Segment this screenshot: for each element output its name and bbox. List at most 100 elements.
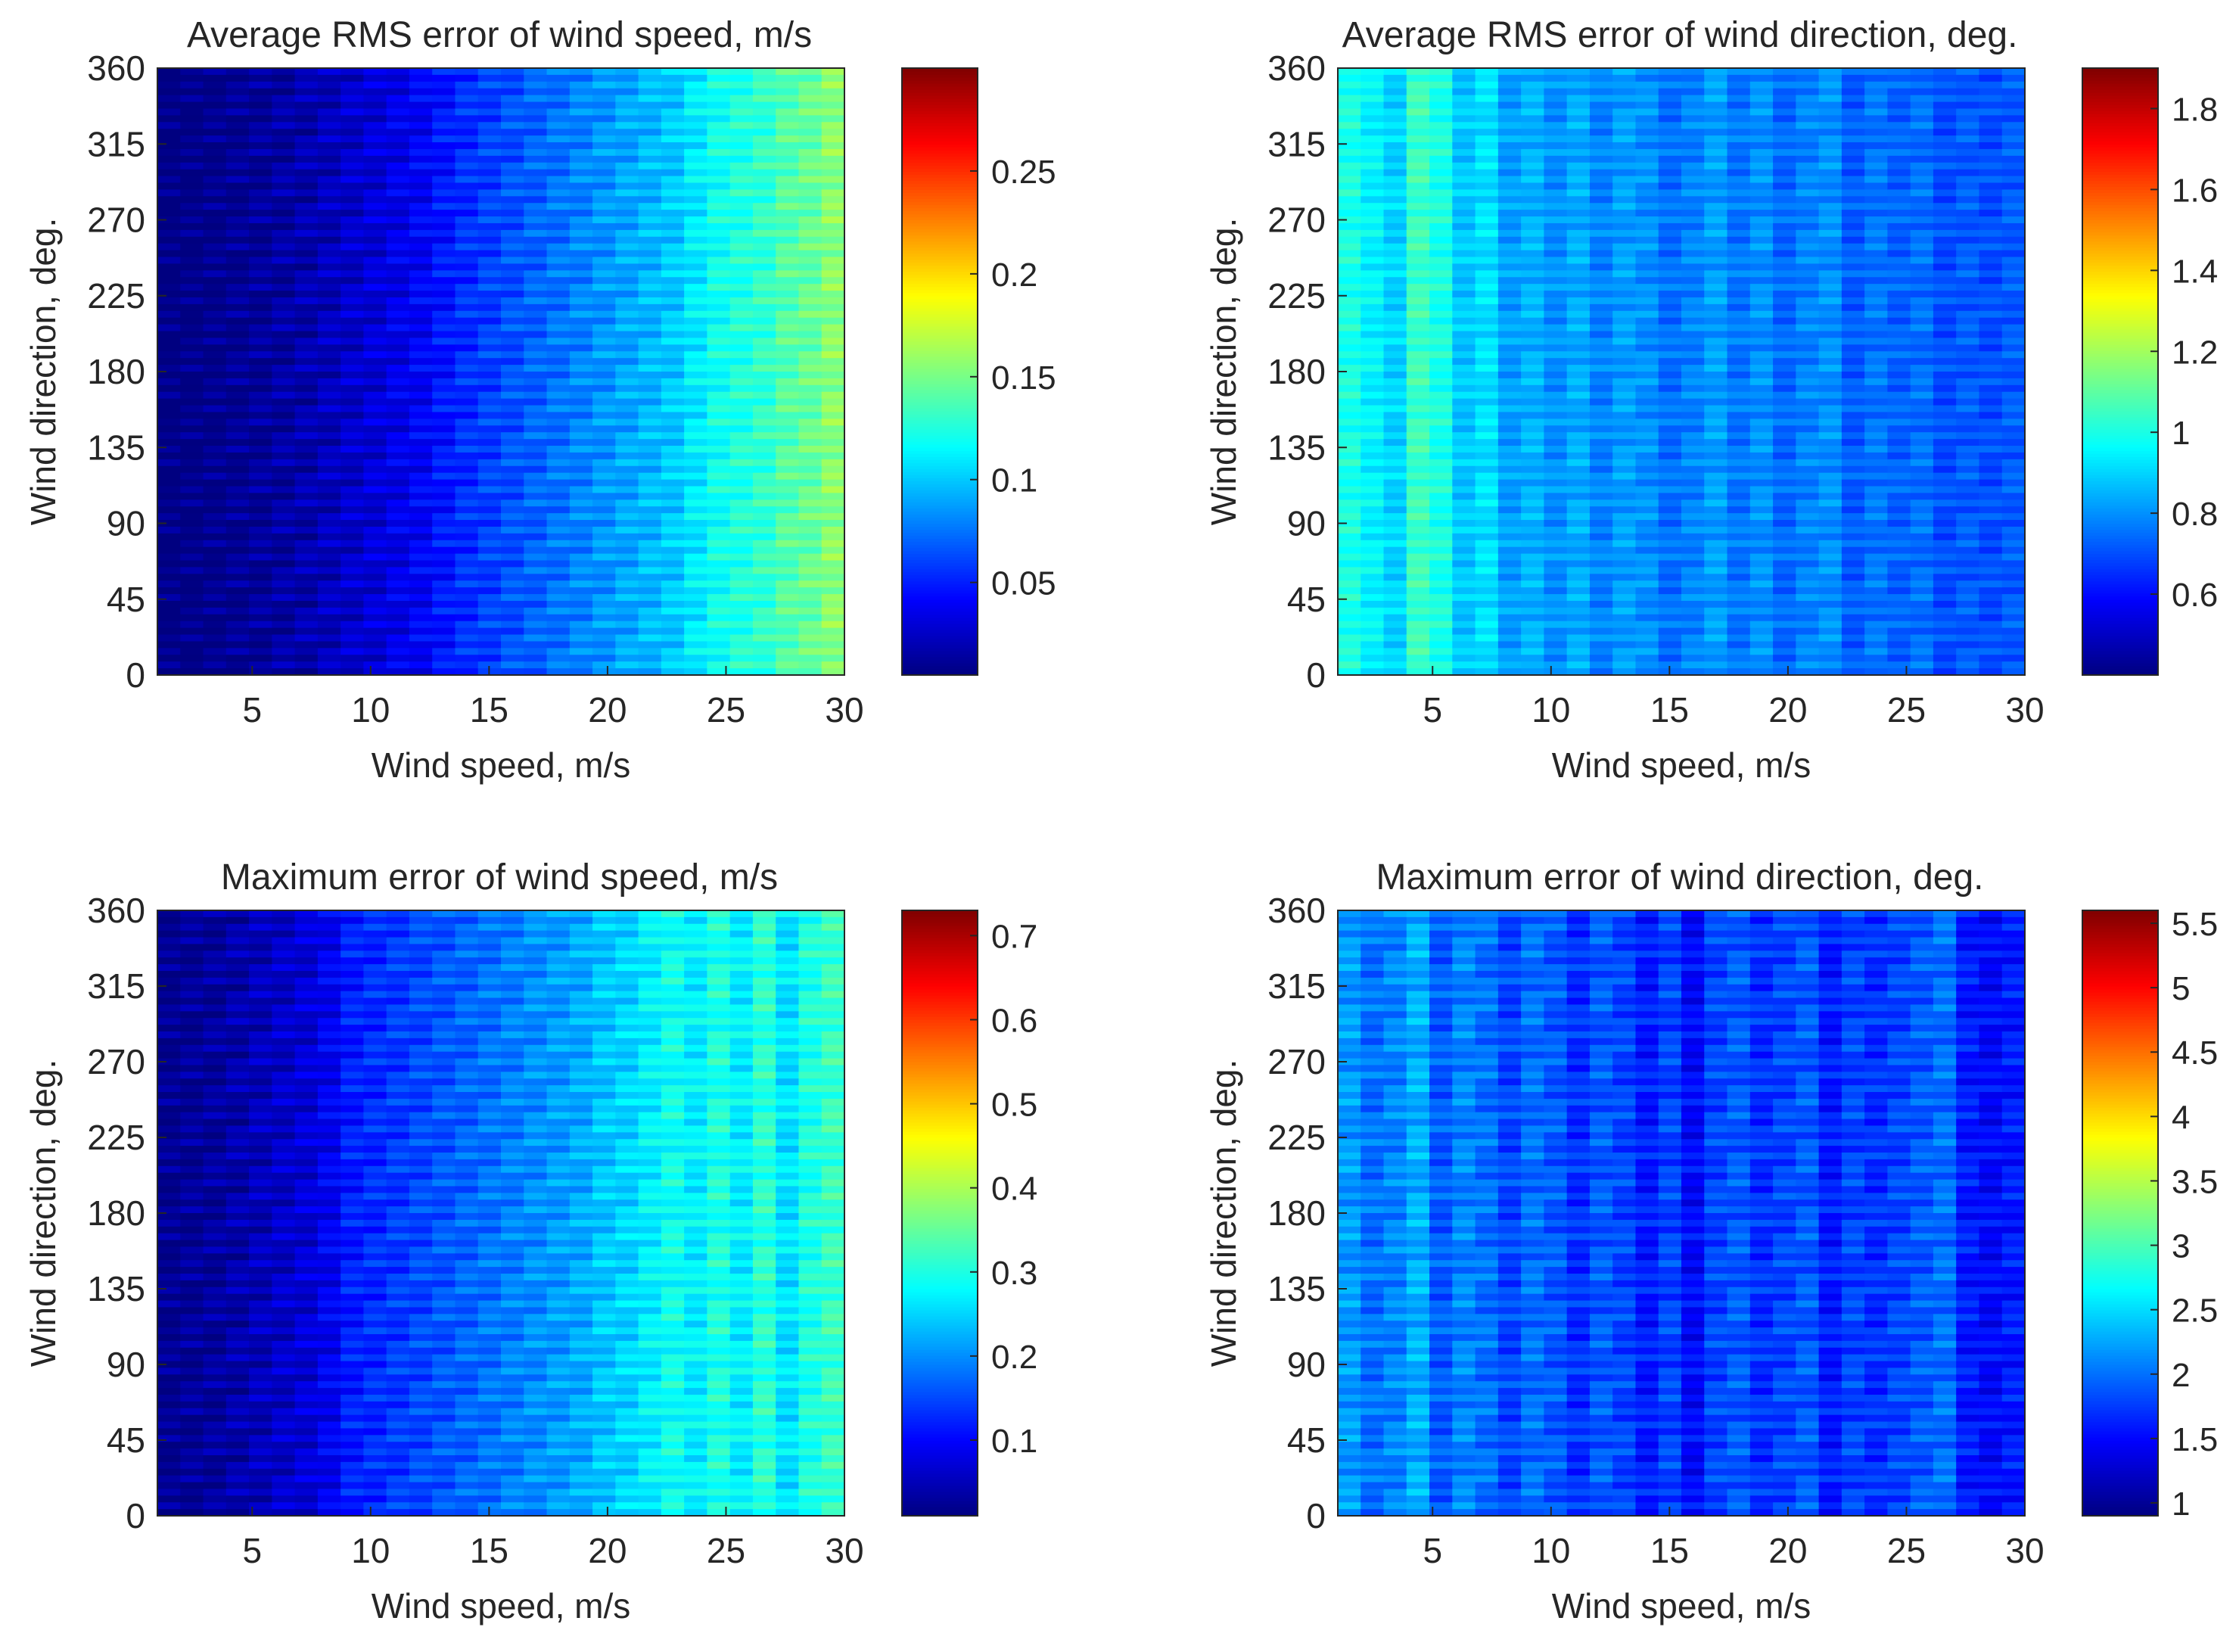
- heatmap-cell: [1566, 634, 1591, 642]
- heatmap-cell: [1475, 122, 1499, 129]
- heatmap-cell: [1818, 148, 1843, 157]
- heatmap-cell: [1773, 236, 1796, 244]
- heatmap-cell: [294, 567, 319, 574]
- heatmap-cell: [272, 310, 296, 319]
- heatmap-cell: [546, 634, 571, 642]
- heatmap-cell: [776, 513, 800, 521]
- heatmap-cell: [821, 317, 845, 325]
- heatmap-cell: [615, 621, 639, 629]
- heatmap-cell: [684, 344, 707, 352]
- heatmap-cell: [203, 499, 227, 507]
- heatmap-cell: [1497, 446, 1522, 453]
- heatmap-cell: [1521, 594, 1544, 602]
- heatmap-cell: [524, 600, 548, 608]
- heatmap-cell: [524, 310, 548, 319]
- heatmap-cell: [1338, 101, 1361, 110]
- heatmap-cell: [501, 101, 524, 110]
- heatmap-cell: [615, 250, 639, 258]
- heatmap-cell: [524, 88, 548, 96]
- heatmap-cell: [752, 155, 776, 163]
- heatmap-cell: [341, 540, 364, 548]
- heatmap-cell: [1727, 540, 1751, 548]
- heatmap-cell: [1497, 412, 1522, 419]
- colorbar-segment: [902, 571, 978, 576]
- heatmap-cell: [1635, 74, 1659, 82]
- heatmap-cell: [341, 641, 364, 649]
- heatmap-cell: [1796, 68, 1820, 76]
- heatmap-cell: [798, 398, 823, 406]
- heatmap-cell: [661, 250, 685, 258]
- heatmap-cell: [455, 405, 479, 413]
- heatmap-cell: [1497, 135, 1522, 143]
- heatmap-cell: [455, 243, 479, 251]
- heatmap-cell: [249, 203, 272, 210]
- heatmap-cell: [798, 129, 823, 136]
- heatmap-cell: [341, 351, 364, 359]
- heatmap-cell: [1544, 270, 1568, 278]
- heatmap-cell: [752, 95, 776, 103]
- heatmap-cell: [524, 101, 548, 110]
- heatmap-cell: [1361, 129, 1385, 136]
- heatmap-cell: [1497, 148, 1522, 157]
- heatmap-cell: [1612, 627, 1637, 636]
- heatmap-cell: [1704, 297, 1728, 305]
- heatmap-cell: [1566, 425, 1591, 433]
- heatmap-cell: [1796, 459, 1820, 467]
- heatmap-cell: [729, 108, 754, 116]
- heatmap-cell: [684, 391, 707, 400]
- heatmap-cell: [1612, 472, 1637, 481]
- heatmap-cell: [707, 351, 731, 359]
- heatmap-cell: [409, 540, 433, 548]
- heatmap-cell: [776, 668, 800, 676]
- heatmap-cell: [203, 101, 227, 110]
- heatmap-cell: [1796, 641, 1820, 649]
- heatmap-cell: [592, 439, 616, 446]
- heatmap-cell: [1727, 574, 1751, 581]
- colorbar-segment: [902, 274, 978, 278]
- heatmap-cell: [157, 594, 181, 602]
- heatmap-cell: [294, 135, 319, 143]
- heatmap-cell: [569, 101, 593, 110]
- heatmap-cell: [524, 142, 548, 150]
- heatmap-cell: [776, 142, 800, 150]
- heatmap-cell: [1589, 291, 1613, 298]
- heatmap-cell: [180, 196, 204, 204]
- heatmap-cell: [317, 621, 341, 629]
- heatmap-cell: [729, 229, 754, 238]
- heatmap-cell: [707, 129, 731, 136]
- heatmap-cell: [501, 499, 524, 507]
- heatmap-cell: [157, 365, 181, 372]
- heatmap-cell: [341, 634, 364, 642]
- heatmap-cell: [203, 378, 227, 386]
- heatmap-cell: [432, 621, 456, 629]
- colorbar-segment: [902, 310, 978, 315]
- heatmap-cell: [1452, 101, 1476, 110]
- heatmap-cell: [294, 661, 319, 669]
- heatmap-cell: [707, 297, 731, 305]
- heatmap-cell: [317, 297, 341, 305]
- heatmap-cell: [157, 641, 181, 649]
- heatmap-cell: [341, 479, 364, 487]
- heatmap-cell: [1452, 661, 1476, 669]
- heatmap-cell: [1658, 600, 1682, 608]
- heatmap-cell: [776, 129, 800, 136]
- heatmap-cell: [1635, 351, 1659, 359]
- heatmap-cell: [546, 513, 571, 521]
- heatmap-cell: [821, 567, 845, 574]
- heatmap-cell: [1475, 229, 1499, 238]
- heatmap-cell: [1383, 526, 1407, 534]
- colorbar-segment: [902, 393, 978, 397]
- heatmap-cell: [661, 567, 685, 574]
- heatmap-cell: [661, 135, 685, 143]
- heatmap-cell: [707, 513, 731, 521]
- heatmap-cell: [1383, 148, 1407, 157]
- heatmap-cell: [1475, 540, 1499, 548]
- heatmap-cell: [1658, 486, 1682, 493]
- heatmap-cell: [1658, 634, 1682, 642]
- heatmap-cell: [1406, 594, 1430, 602]
- heatmap-cell: [1475, 627, 1499, 636]
- heatmap-cell: [569, 229, 593, 238]
- heatmap-cell: [1773, 580, 1796, 588]
- heatmap-cell: [1589, 425, 1613, 433]
- heatmap-cell: [317, 203, 341, 210]
